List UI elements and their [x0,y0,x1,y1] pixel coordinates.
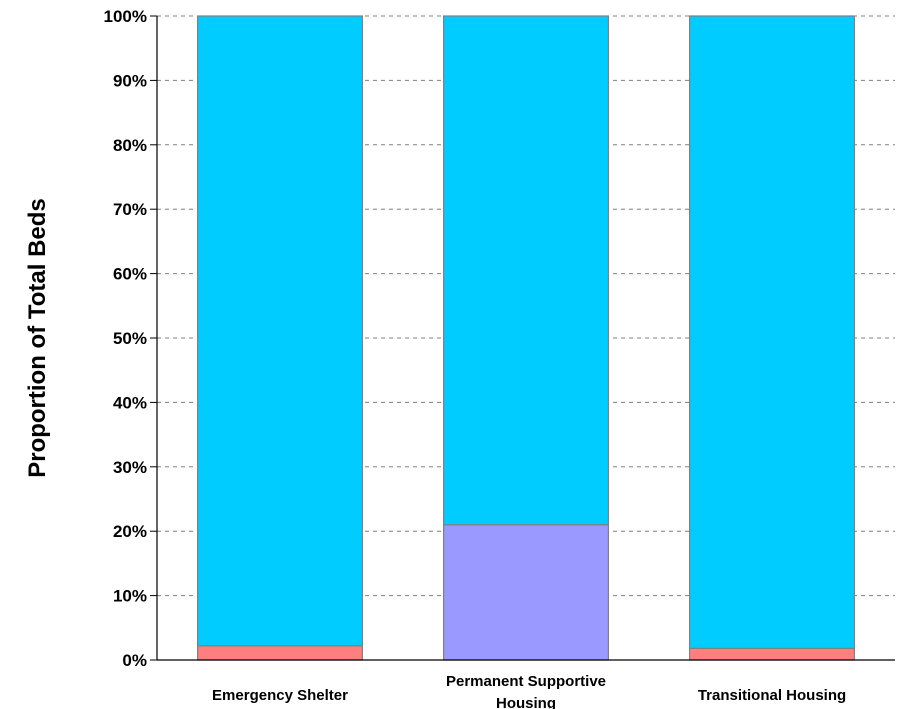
y-tick-label: 90% [113,71,147,90]
bar-segment [442,524,610,661]
bar-segment [688,15,856,650]
y-tick-label: 10% [113,587,147,606]
y-tick-label: 30% [113,458,147,477]
y-tick-label: 50% [113,329,147,348]
bar-segment [688,647,856,661]
y-tick-label: 100% [104,7,147,26]
bars [196,15,856,661]
y-tick-label: 40% [113,393,147,412]
bar-segment [196,15,364,647]
category-labels: Emergency Shelter Permanent Supportive Hou… [212,673,846,709]
x-category-label: Permanent Supportive Housing [446,673,606,709]
x-category-label: Emergency Shelter [212,687,348,704]
x-category-label: Transitional Housing [698,687,846,704]
y-tick-label: 80% [113,136,147,155]
y-axis-title: Proportion of Total Beds [24,198,51,478]
y-tick-labels: 0% 10% 20% 30% 40% 50% 60% 70% 80% 90% 100% [104,7,147,670]
bar-segment [196,645,364,661]
axes [156,16,895,661]
y-tick-label: 70% [113,200,147,219]
y-tick-label: 60% [113,265,147,284]
bar-segment [442,15,610,526]
y-tick-label: 20% [113,522,147,541]
y-tick-label: 0% [122,651,147,670]
